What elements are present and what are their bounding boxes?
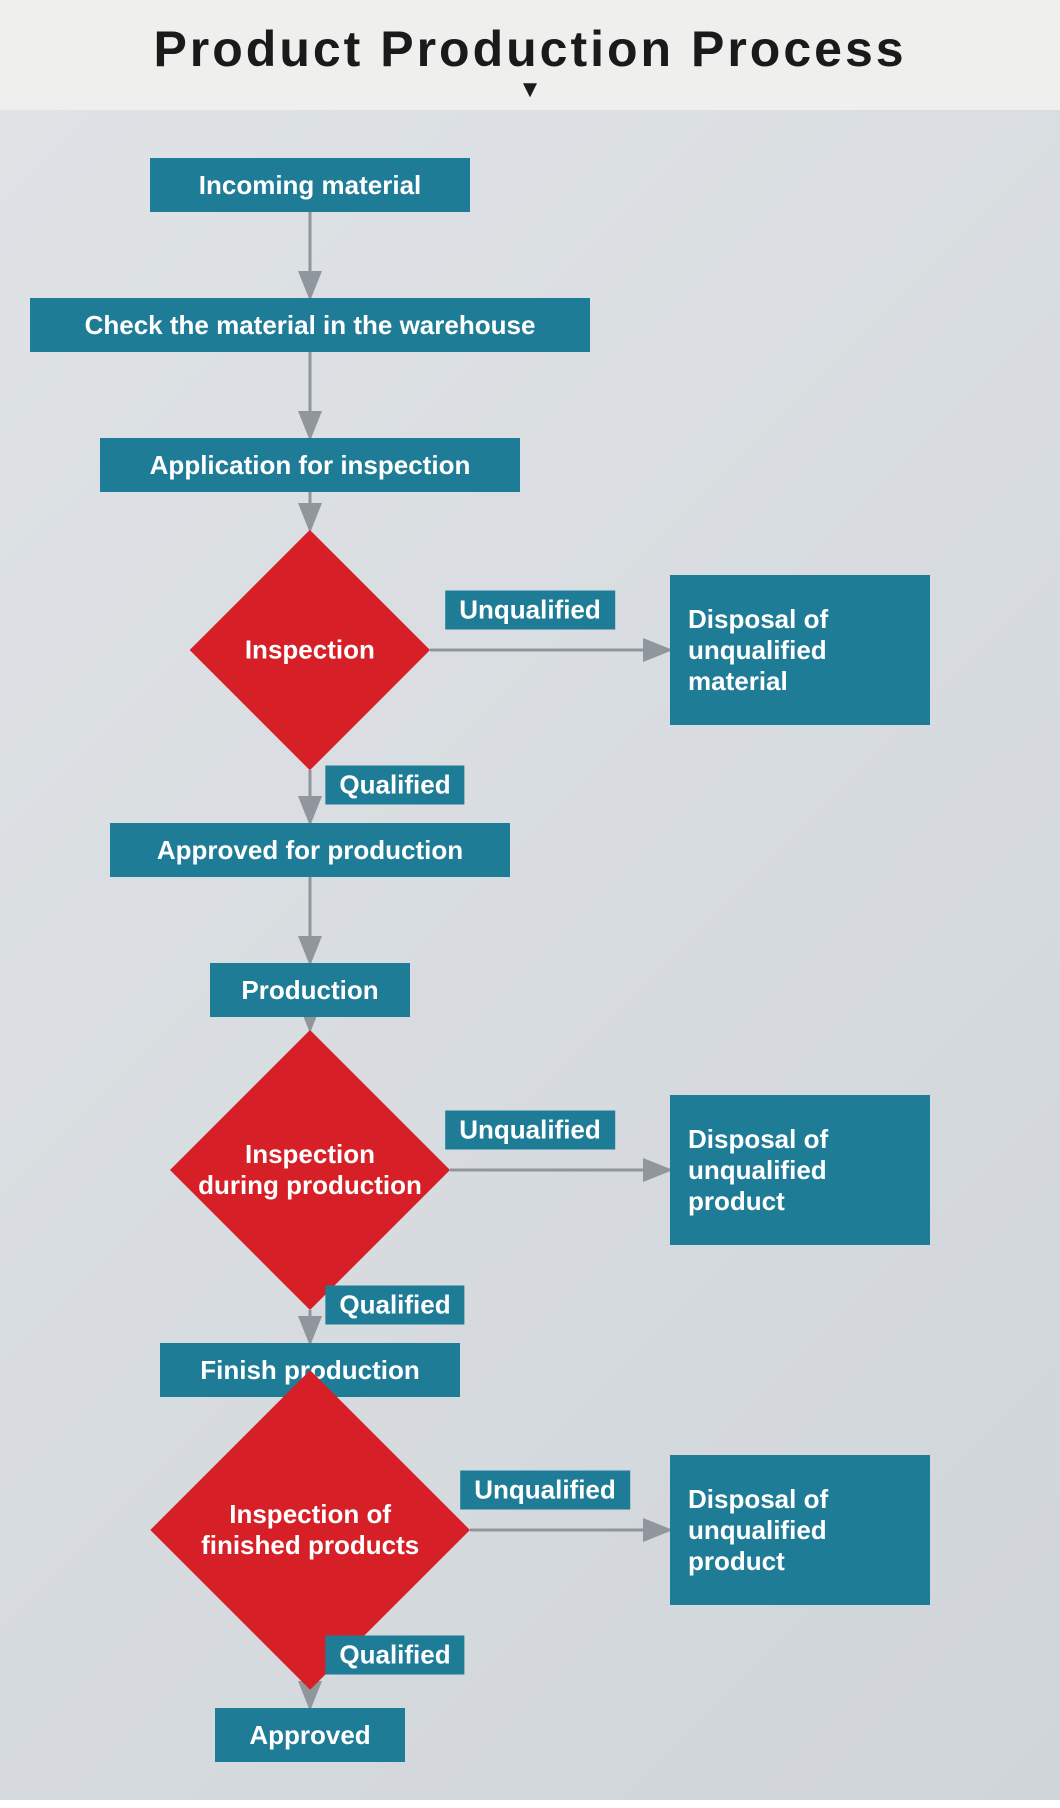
header: Product Production Process ▼ (0, 0, 1060, 110)
flowchart-canvas: Incoming material Check the material in t… (0, 110, 1060, 1800)
flow-node-r2: Disposal of unqualified product (670, 1095, 930, 1245)
flow-edge-label-d1-r1: Unqualified (445, 591, 615, 630)
page: Product Production Process ▼ Incoming ma… (0, 0, 1060, 1800)
flow-edge-label-d1-n4: Qualified (325, 766, 464, 805)
flow-node-r1: Disposal of unqualified material (670, 575, 930, 725)
flow-decision-d1: Inspection (190, 530, 430, 770)
chevron-down-icon: ▼ (0, 78, 1060, 102)
flow-node-n2: Check the material in the warehouse (30, 298, 590, 352)
flow-edge-label-d2-n6: Qualified (325, 1286, 464, 1325)
flow-edge-label-d3-n7: Qualified (325, 1636, 464, 1675)
flow-node-n7: Approved (215, 1708, 405, 1762)
flow-node-n3: Application for inspection (100, 438, 520, 492)
flow-node-n1: Incoming material (150, 158, 470, 212)
flow-node-n5: Production (210, 963, 410, 1017)
flow-node-r3: Disposal of unqualified product (670, 1455, 930, 1605)
flow-edge-label-d2-r2: Unqualified (445, 1111, 615, 1150)
flow-edge-label-d3-r3: Unqualified (460, 1471, 630, 1510)
page-title: Product Production Process (0, 20, 1060, 78)
flow-decision-d2: Inspection during production (170, 1030, 450, 1310)
flow-node-n4: Approved for production (110, 823, 510, 877)
